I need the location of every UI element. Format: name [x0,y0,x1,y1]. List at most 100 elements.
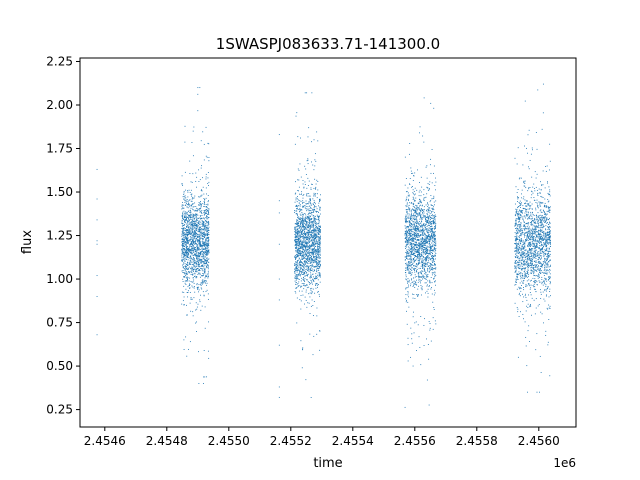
data-point [187,243,189,245]
data-point [407,209,409,211]
data-point [310,222,312,224]
data-point [299,265,301,267]
data-point [304,257,306,259]
data-point [408,255,410,257]
data-point [202,275,204,277]
data-point [414,256,416,258]
data-point [192,221,194,223]
data-point [421,221,423,223]
data-point [300,254,302,256]
data-point [417,264,419,265]
data-point [308,247,310,249]
data-point [412,189,414,191]
data-point [193,247,195,249]
data-point [314,261,316,263]
data-point [433,244,435,246]
data-point [419,214,421,216]
data-point [195,213,197,215]
data-point [407,281,409,283]
data-point [423,233,425,235]
data-point [404,232,406,234]
data-point [298,242,300,244]
data-point [414,245,416,247]
data-point [300,209,302,211]
data-point [433,239,435,241]
data-point [207,204,209,206]
data-point [191,204,193,205]
data-point [206,193,207,195]
data-point [319,228,320,230]
data-point [192,248,194,250]
data-point [311,244,312,246]
data-point [298,252,300,254]
data-point [186,251,188,253]
data-point [199,224,201,225]
data-point [418,243,420,245]
data-point [194,234,196,236]
data-point [191,243,193,245]
data-point [296,223,298,224]
data-point [185,284,187,285]
data-point [196,224,198,226]
data-point [310,212,312,214]
data-point [185,240,187,242]
data-point [311,260,313,262]
data-point [189,206,191,208]
data-point [311,269,313,271]
data-point [406,243,408,245]
data-point [197,303,199,305]
data-point [299,248,301,250]
data-point [428,204,429,206]
data-point [205,256,207,258]
data-point [319,199,321,201]
data-point [207,272,209,274]
data-point [206,212,207,214]
data-point [300,253,302,255]
data-point [425,234,426,236]
data-point [319,238,321,240]
data-point [312,315,314,317]
data-point [306,187,308,189]
data-point [422,261,424,263]
data-point [435,253,437,254]
data-point [433,263,435,265]
data-point [197,230,199,232]
data-point [408,153,410,155]
data-point [298,211,300,213]
data-point [415,216,417,218]
data-point [193,214,195,216]
data-point [319,236,321,238]
data-point [305,224,307,225]
data-point [305,215,307,217]
data-point [429,247,431,249]
data-point [191,248,193,250]
data-point [301,251,303,253]
data-point [192,203,194,205]
data-point [318,262,320,264]
data-point [196,222,198,224]
data-point [184,199,185,201]
data-point [296,245,297,247]
data-point [191,233,193,235]
data-point [182,216,184,218]
data-point [308,231,310,233]
data-point [419,254,421,256]
data-point [196,245,198,247]
data-point [417,253,419,255]
data-point [196,225,197,227]
data-point [411,248,413,250]
data-point [313,260,314,262]
data-point [206,215,208,217]
data-point [207,259,209,260]
data-point [299,272,301,274]
data-point [319,229,320,231]
data-point [411,251,413,253]
data-point [184,220,186,222]
data-point [302,252,304,254]
data-point [315,284,317,286]
data-point [300,261,302,263]
data-point [193,260,195,262]
data-point [185,244,187,246]
data-point [302,225,304,227]
data-point [311,240,313,242]
